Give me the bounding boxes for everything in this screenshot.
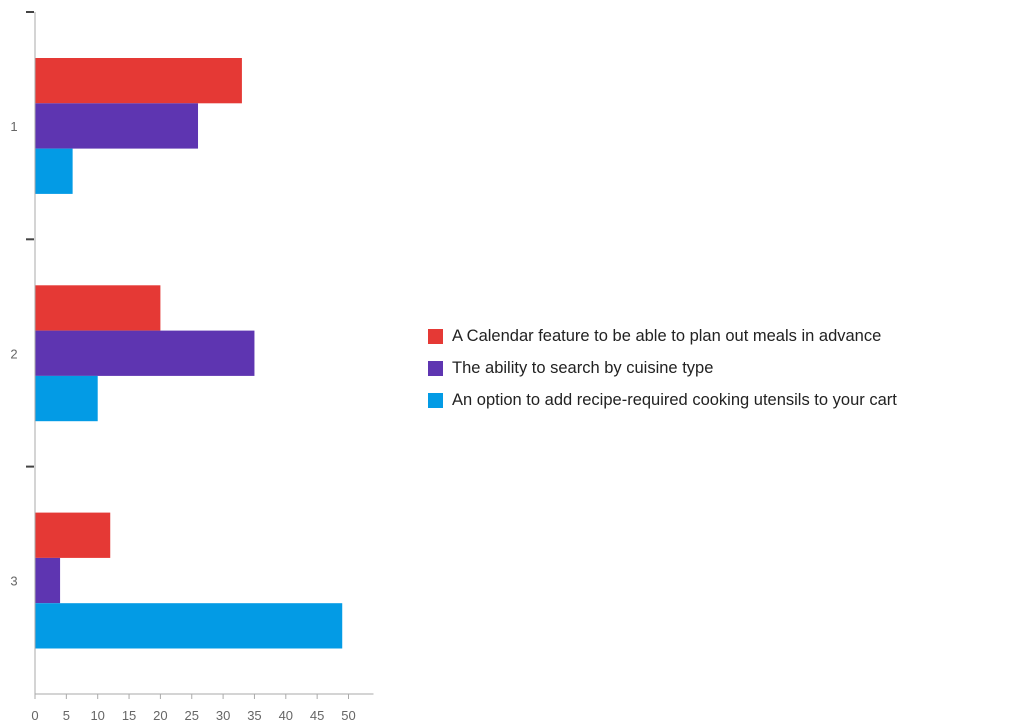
x-tick-label: 10: [90, 708, 104, 723]
legend-item: A Calendar feature to be able to plan ou…: [428, 320, 897, 352]
x-tick-label: 20: [153, 708, 167, 723]
legend-swatch: [428, 392, 443, 408]
x-tick-label: 30: [216, 708, 230, 723]
bar: [35, 285, 161, 331]
y-tick-label: 1: [10, 119, 17, 134]
chart-axes: [26, 11, 374, 699]
x-tick-label: 25: [185, 708, 199, 723]
x-tick-label: 45: [310, 708, 324, 723]
legend-label: The ability to search by cuisine type: [452, 358, 714, 377]
y-tick-label: 3: [10, 574, 17, 589]
bar: [35, 103, 199, 149]
bar: [35, 557, 61, 604]
legend-label: A Calendar feature to be able to plan ou…: [452, 326, 882, 345]
x-tick-label: 35: [247, 708, 261, 723]
x-tick-label: 15: [122, 708, 136, 723]
chart-bars: [35, 58, 343, 649]
chart-tick-labels: 0 5 10 15 20 25 30 35 40 45 50 1 2 3: [10, 119, 355, 723]
x-tick-label: 0: [31, 708, 38, 723]
bar: [35, 58, 242, 104]
legend-item: An option to add recipe-required cooking…: [428, 384, 897, 416]
x-tick-label: 40: [279, 708, 293, 723]
bar: [35, 148, 73, 194]
chart-legend: A Calendar feature to be able to plan ou…: [428, 320, 897, 416]
bar: [35, 512, 111, 558]
legend-swatch: [428, 360, 443, 376]
y-tick-label: 2: [10, 346, 17, 361]
bar: [35, 330, 255, 376]
x-tick-label: 5: [63, 708, 70, 723]
x-tick-label: 50: [341, 708, 355, 723]
legend-swatch: [428, 328, 443, 344]
legend-item: The ability to search by cuisine type: [428, 352, 897, 384]
bar: [35, 603, 343, 649]
legend-label: An option to add recipe-required cooking…: [452, 390, 897, 409]
bar: [35, 375, 98, 422]
